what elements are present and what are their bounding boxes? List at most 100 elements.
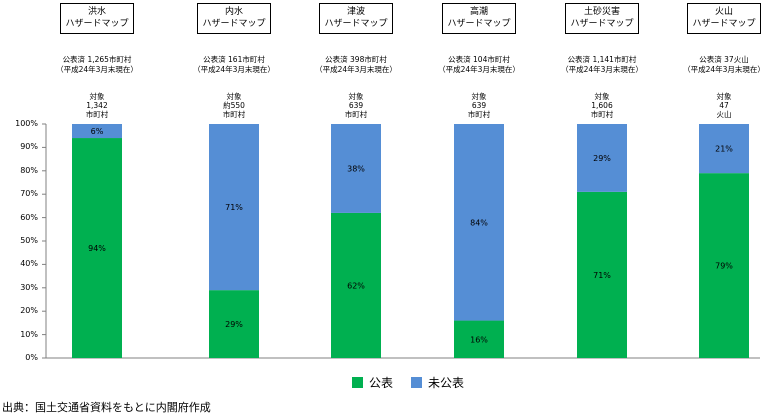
- published-note: 公表済 1,265市町村 （平成24年3月末現在）: [35, 55, 159, 75]
- legend-item-published: 公表: [352, 374, 393, 391]
- target-count-text: 市町村: [85, 110, 109, 119]
- bar-unpublished: [209, 124, 259, 291]
- published-note-text: 公表済 104市町村: [448, 55, 510, 64]
- y-tick-label: 30%: [20, 282, 38, 292]
- bar-published: [577, 191, 627, 358]
- published-note-text: （平成24年3月末現在）: [683, 65, 764, 74]
- published-note: 公表済 161市町村 （平成24年3月末現在）: [172, 55, 296, 75]
- published-note-text: （平成24年3月末現在）: [438, 65, 520, 74]
- bar-published: [331, 212, 381, 358]
- bar-unpublished: [331, 124, 381, 213]
- target-count-text: 市町村: [467, 110, 491, 119]
- y-tick-label: 10%: [20, 329, 38, 339]
- target-count-text: 47: [719, 101, 729, 110]
- category-header-text: ハザードマップ: [447, 19, 511, 29]
- target-count-text: 市町村: [590, 110, 614, 119]
- source-note: 出典：国土交通省資料をもとに内閣府作成: [2, 401, 211, 414]
- legend: 公表 未公表: [352, 374, 482, 391]
- data-label: 94%: [88, 244, 106, 253]
- published-note-text: （平成24年3月末現在）: [561, 65, 643, 74]
- y-tick-label: 0%: [25, 353, 38, 362]
- published-note-text: 公表済 398市町村: [325, 55, 387, 64]
- published-note: 公表済 1,141市町村 （平成24年3月末現在）: [540, 55, 664, 75]
- data-label: 16%: [470, 335, 488, 344]
- legend-label-published: 公表: [369, 376, 394, 390]
- category-header: 火山 ハザードマップ: [687, 3, 761, 34]
- category-header: 洪水 ハザードマップ: [60, 3, 134, 34]
- target-count-text: 市町村: [344, 110, 368, 119]
- y-tick-label: 100%: [15, 119, 38, 128]
- target-count-text: 対象: [594, 92, 610, 101]
- target-count-text: 市町村: [222, 110, 246, 119]
- target-count-text: 対象: [348, 92, 364, 101]
- bar-published: [699, 173, 749, 358]
- legend-item-unpublished: 未公表: [411, 374, 464, 391]
- data-label: 79%: [715, 262, 733, 271]
- data-label: 21%: [715, 145, 733, 154]
- bar-published: [454, 320, 504, 358]
- published-note-text: 公表済 1,265市町村: [62, 55, 132, 64]
- category-header: 内水 ハザードマップ: [197, 3, 271, 34]
- published-note-text: （平成24年3月末現在）: [315, 65, 397, 74]
- category-header-text: ハザードマップ: [65, 19, 129, 29]
- published-note-text: （平成24年3月末現在）: [56, 65, 138, 74]
- y-tick-label: 80%: [20, 165, 38, 175]
- published-note-text: 公表済 1,141市町村: [567, 55, 637, 64]
- data-label: 6%: [91, 127, 104, 136]
- category-header-text: ハザードマップ: [324, 19, 388, 29]
- bar-published: [209, 290, 259, 358]
- target-count-text: 対象: [89, 92, 105, 101]
- category-header-text: 高潮: [469, 7, 488, 17]
- data-label: 29%: [593, 154, 611, 163]
- category-header-text: ハザードマップ: [692, 19, 756, 29]
- bar-unpublished: [577, 124, 627, 192]
- data-label: 84%: [470, 218, 488, 227]
- data-label: 62%: [347, 281, 365, 290]
- target-count-text: 対象: [716, 92, 732, 101]
- data-label: 71%: [225, 203, 243, 212]
- target-count-text: 火山: [716, 110, 732, 119]
- published-note-text: 公表済 37火山: [699, 55, 749, 64]
- y-tick-label: 90%: [20, 142, 38, 152]
- legend-label-unpublished: 未公表: [428, 376, 465, 390]
- category-header-text: 内水: [224, 7, 243, 17]
- category-header-text: 津波: [346, 7, 365, 17]
- y-tick-label: 40%: [20, 259, 38, 269]
- target-count-text: 639: [348, 101, 364, 110]
- target-count: 対象 1,342 市町村: [67, 92, 127, 119]
- y-tick-label: 60%: [20, 212, 38, 222]
- target-count-text: 対象: [226, 92, 242, 101]
- published-note: 公表済 398市町村 （平成24年3月末現在）: [294, 55, 418, 75]
- bar-unpublished: [454, 124, 504, 321]
- legend-swatch-published: [352, 377, 363, 388]
- bar-unpublished: [699, 124, 749, 174]
- target-count: 対象 47 火山: [694, 92, 754, 119]
- data-label: 38%: [347, 164, 365, 173]
- category-header-text: 洪水: [87, 7, 106, 17]
- target-count-text: 対象: [471, 92, 487, 101]
- target-count: 対象 1,606 市町村: [572, 92, 632, 119]
- target-count: 対象 639 市町村: [449, 92, 509, 119]
- published-note: 公表済 37火山 （平成24年3月末現在）: [662, 55, 764, 75]
- category-header-text: 火山: [714, 7, 733, 17]
- bar-unpublished: [72, 124, 122, 139]
- category-header: 津波 ハザードマップ: [319, 3, 393, 34]
- target-count: 対象 約550 市町村: [204, 92, 264, 119]
- data-label: 71%: [593, 271, 611, 280]
- published-note-text: 公表済 161市町村: [203, 55, 265, 64]
- y-tick-label: 70%: [20, 189, 38, 199]
- category-header-text: ハザードマップ: [570, 19, 634, 29]
- legend-swatch-unpublished: [411, 377, 423, 388]
- category-header: 高潮 ハザードマップ: [442, 3, 516, 34]
- published-note-text: （平成24年3月末現在）: [193, 65, 275, 74]
- target-count: 対象 639 市町村: [326, 92, 386, 119]
- published-note: 公表済 104市町村 （平成24年3月末現在）: [417, 55, 541, 75]
- target-count-text: 1,342: [86, 101, 108, 110]
- data-label: 29%: [225, 320, 243, 329]
- y-tick-label: 50%: [20, 236, 38, 245]
- target-count-text: 約550: [223, 101, 245, 110]
- target-count-text: 1,606: [591, 101, 613, 110]
- target-count-text: 639: [471, 101, 487, 110]
- category-header: 土砂災害 ハザードマップ: [565, 3, 639, 34]
